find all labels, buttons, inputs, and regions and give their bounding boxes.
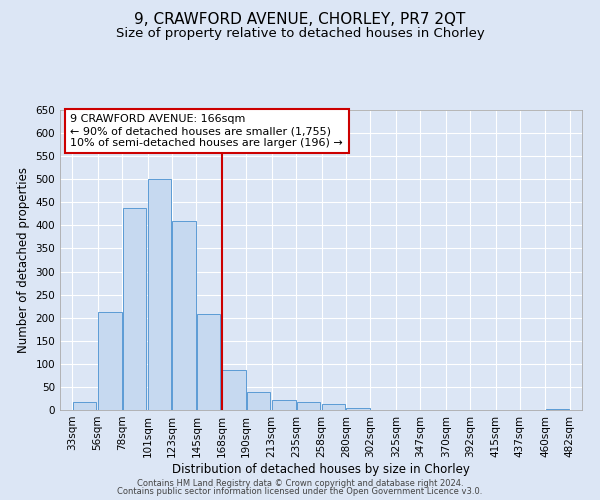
Bar [346, 408, 370, 410]
Text: 9 CRAWFORD AVENUE: 166sqm
← 90% of detached houses are smaller (1,755)
10% of se: 9 CRAWFORD AVENUE: 166sqm ← 90% of detac… [70, 114, 343, 148]
Bar [546, 409, 569, 410]
Bar [172, 221, 196, 410]
Bar [98, 312, 122, 410]
Bar [148, 179, 172, 410]
Bar [272, 400, 296, 410]
Bar [73, 402, 96, 410]
Bar [322, 404, 346, 410]
Y-axis label: Number of detached properties: Number of detached properties [17, 167, 30, 353]
Text: Size of property relative to detached houses in Chorley: Size of property relative to detached ho… [116, 28, 484, 40]
Bar [247, 392, 270, 410]
Bar [296, 402, 320, 410]
Bar [122, 208, 146, 410]
Text: Contains HM Land Registry data © Crown copyright and database right 2024.: Contains HM Land Registry data © Crown c… [137, 478, 463, 488]
Text: 9, CRAWFORD AVENUE, CHORLEY, PR7 2QT: 9, CRAWFORD AVENUE, CHORLEY, PR7 2QT [134, 12, 466, 28]
Bar [197, 314, 220, 410]
Text: Contains public sector information licensed under the Open Government Licence v3: Contains public sector information licen… [118, 487, 482, 496]
Bar [222, 370, 246, 410]
X-axis label: Distribution of detached houses by size in Chorley: Distribution of detached houses by size … [172, 462, 470, 475]
